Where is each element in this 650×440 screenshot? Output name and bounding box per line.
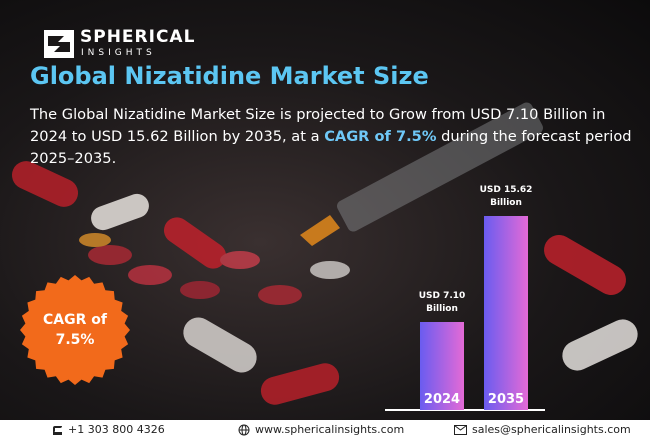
web-icon — [238, 424, 250, 436]
mail-icon — [454, 425, 467, 435]
email[interactable]: sales@sphericalinsights.com — [472, 423, 631, 436]
logo-tagline: INSIGHTS — [81, 48, 156, 58]
value-label: USD 15.62 Billion — [479, 185, 533, 209]
description-highlight: CAGR of 7.5% — [324, 128, 437, 145]
description-text: The Global Nizatidine Market Size is pro… — [30, 106, 606, 145]
title: Global Nizatidine Market Size — [30, 62, 429, 90]
x-tick-label: 2024 — [423, 392, 461, 407]
badge-burst — [20, 275, 130, 385]
background-art — [11, 102, 638, 405]
baseline — [385, 409, 545, 411]
phone: +1 303 800 4326 — [68, 423, 165, 436]
x-tick-label: 2035 — [487, 392, 525, 407]
cagr-badge: CAGR of 7.5% — [43, 312, 107, 348]
logo-name: SPHERICAL — [80, 27, 196, 47]
bar — [484, 216, 528, 410]
description-text: during the forecast period 2025–2035. — [30, 128, 632, 167]
bar — [420, 321, 464, 410]
chart: USD 7.10 Billion 2024 USD 15.62 Billion 203… — [385, 185, 545, 411]
footer: +1 303 800 4326 www.sphericalinsights.co… — [0, 420, 650, 440]
logo-icon — [44, 30, 74, 58]
description: The Global Nizatidine Market Size is pro… — [30, 104, 635, 170]
phone-icon — [53, 426, 62, 435]
value-label: USD 7.10 Billion — [418, 290, 466, 314]
badge-shape — [20, 275, 130, 385]
website[interactable]: www.sphericalinsights.com — [255, 423, 405, 436]
